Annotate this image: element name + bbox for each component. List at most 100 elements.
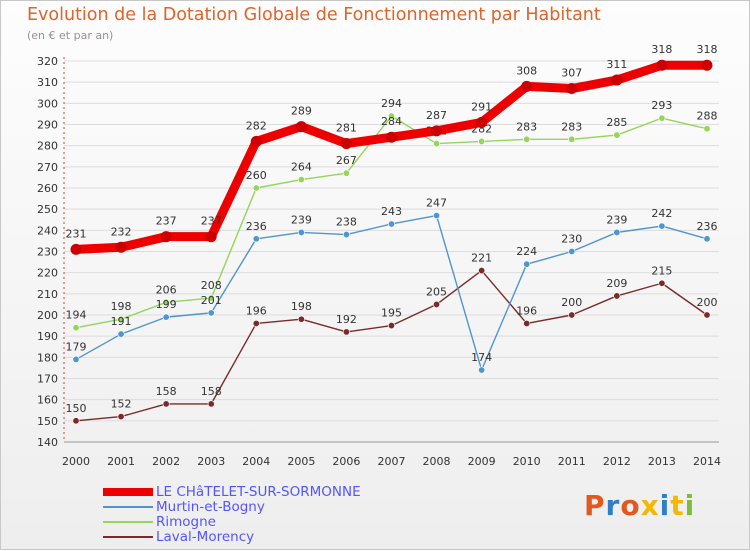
data-point — [611, 74, 623, 86]
data-point — [72, 324, 80, 332]
data-point — [70, 243, 82, 255]
data-point — [478, 267, 486, 275]
data-point — [433, 300, 441, 308]
data-point — [72, 355, 80, 363]
x-tick-label: 2003 — [197, 455, 225, 468]
data-point — [613, 228, 621, 236]
data-label: 198 — [111, 300, 132, 313]
legend-swatch — [103, 536, 153, 538]
data-point — [656, 59, 668, 71]
data-label: 191 — [111, 315, 132, 328]
y-tick-label: 160 — [37, 394, 58, 407]
data-label: 242 — [651, 207, 672, 220]
data-label: 311 — [606, 58, 627, 71]
x-tick-label: 2006 — [332, 455, 360, 468]
data-label: 236 — [246, 220, 267, 233]
data-label: 237 — [156, 215, 177, 228]
x-tick-label: 2013 — [648, 455, 676, 468]
data-point — [433, 140, 441, 148]
data-label: 152 — [111, 398, 132, 411]
data-label: 282 — [246, 119, 267, 132]
data-point — [252, 184, 260, 192]
y-tick-label: 260 — [37, 182, 58, 195]
data-point — [703, 235, 711, 243]
legend-label: LE CHâTELET-SUR-SORMONNE — [156, 484, 361, 500]
data-label: 196 — [246, 304, 267, 317]
data-point — [207, 294, 215, 302]
data-label: 238 — [336, 216, 357, 229]
data-point — [523, 135, 531, 143]
data-label: 174 — [471, 351, 492, 364]
data-point — [207, 400, 215, 408]
data-label: 221 — [471, 252, 492, 265]
data-point — [252, 235, 260, 243]
y-tick-label: 250 — [37, 203, 58, 216]
data-point — [342, 169, 350, 177]
x-tick-label: 2005 — [287, 455, 315, 468]
data-label: 293 — [651, 99, 672, 112]
data-label: 215 — [651, 264, 672, 277]
data-point — [72, 417, 80, 425]
chart-title: Evolution de la Dotation Globale de Fonc… — [27, 5, 601, 25]
data-point — [387, 112, 395, 120]
legend-swatch — [103, 521, 153, 523]
x-tick-label: 2009 — [468, 455, 496, 468]
y-tick-label: 190 — [37, 330, 58, 343]
y-tick-label: 210 — [37, 288, 58, 301]
y-tick-label: 200 — [37, 309, 58, 322]
x-tick-label: 2010 — [513, 455, 541, 468]
data-point — [523, 260, 531, 268]
data-label: 194 — [66, 309, 87, 322]
data-point — [340, 138, 352, 150]
data-label: 150 — [66, 402, 87, 415]
data-label: 208 — [201, 279, 222, 292]
data-point — [431, 125, 443, 137]
data-label: 287 — [426, 109, 447, 122]
data-point — [162, 400, 170, 408]
data-point — [613, 292, 621, 300]
data-label: 247 — [426, 197, 447, 210]
y-tick-label: 150 — [37, 415, 58, 428]
data-label: 243 — [381, 205, 402, 218]
data-label: 236 — [696, 220, 717, 233]
chart-subtitle: (en € et par an) — [27, 29, 114, 42]
data-point — [568, 311, 576, 319]
data-point — [433, 212, 441, 220]
y-tick-label: 220 — [37, 267, 58, 280]
y-tick-label: 270 — [37, 161, 58, 174]
data-label: 289 — [291, 105, 312, 118]
data-label: 209 — [606, 277, 627, 290]
data-point — [658, 222, 666, 230]
x-tick-label: 2008 — [423, 455, 451, 468]
data-label: 196 — [516, 304, 537, 317]
data-point — [297, 315, 305, 323]
data-point — [387, 220, 395, 228]
data-label: 294 — [381, 97, 402, 110]
data-label: 205 — [426, 285, 447, 298]
data-point — [387, 322, 395, 330]
data-label: 230 — [561, 233, 582, 246]
y-tick-label: 290 — [37, 119, 58, 132]
y-tick-label: 280 — [37, 140, 58, 153]
x-tick-label: 2001 — [107, 455, 135, 468]
data-label: 239 — [606, 213, 627, 226]
data-label: 281 — [336, 122, 357, 135]
data-point — [205, 231, 217, 243]
data-label: 200 — [561, 296, 582, 309]
data-label: 231 — [66, 227, 87, 240]
y-tick-label: 140 — [37, 436, 58, 449]
data-point — [297, 228, 305, 236]
legend-swatch — [103, 488, 153, 496]
y-tick-label: 320 — [37, 55, 58, 68]
data-label: 200 — [696, 296, 717, 309]
data-point — [478, 137, 486, 145]
data-label: 158 — [156, 385, 177, 398]
data-label: 264 — [291, 161, 312, 174]
data-point — [566, 83, 578, 95]
data-label: 267 — [336, 154, 357, 167]
data-label: 232 — [111, 225, 132, 238]
data-point — [703, 311, 711, 319]
data-point — [160, 231, 172, 243]
x-tick-label: 2000 — [62, 455, 90, 468]
